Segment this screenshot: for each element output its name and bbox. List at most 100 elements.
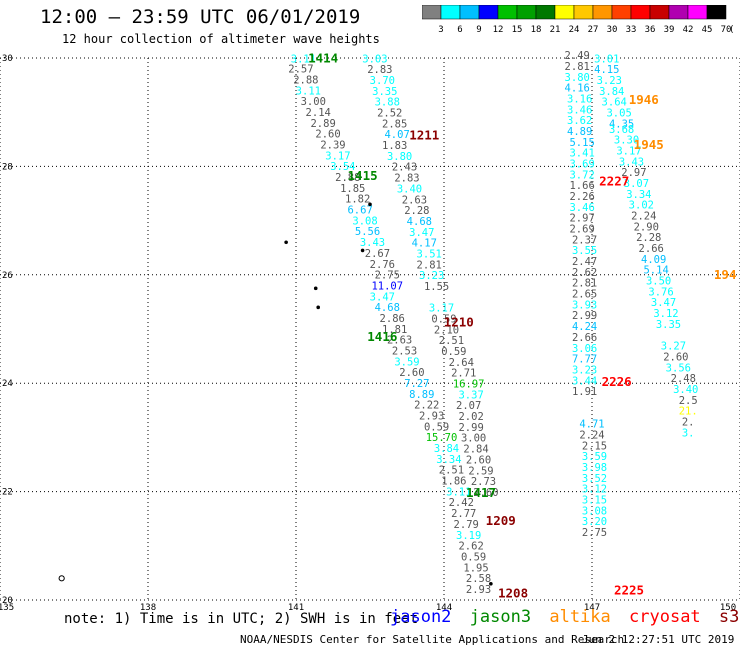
- footer-credit: NOAA/NESDIS Center for Satellite Applica…: [240, 633, 625, 646]
- pass-time-label: 2225: [614, 583, 644, 598]
- wave-height-point: 2.24: [579, 429, 604, 441]
- page-title: 12:00 — 23:59 UTC 06/01/2019: [40, 6, 361, 28]
- page-subtitle: 12 hour collection of altimeter wave hei…: [62, 32, 380, 46]
- wave-height-point: 2.75: [375, 270, 400, 282]
- colorbar-label: 3: [438, 25, 443, 35]
- wave-height-point: 3.46: [569, 202, 594, 214]
- wave-height-point: 3.40: [673, 384, 698, 396]
- wave-height-point: 4.71: [579, 419, 604, 431]
- wave-height-point: 3.50: [646, 276, 671, 288]
- wave-height-point: 3.34: [436, 454, 461, 466]
- wave-height-point: 3.98: [582, 462, 607, 474]
- colorbar-label: 39: [664, 25, 675, 35]
- wave-height-point: 2.88: [293, 74, 318, 86]
- pass-time-label: 2227: [599, 173, 629, 188]
- wave-height-point: 3.17: [325, 150, 350, 162]
- wave-height-point: 2.43: [392, 162, 417, 174]
- pass-time-label: 1208: [498, 585, 528, 600]
- wave-height-point: 3.64: [602, 97, 627, 109]
- colorbar-label: 70: [721, 25, 732, 35]
- lat-tick-label: 20: [2, 596, 13, 606]
- wave-height-point: 3.41: [569, 148, 594, 160]
- wave-height-point: 4.07: [384, 129, 409, 141]
- pass-time-label: 194: [714, 267, 737, 282]
- wave-height-point: 6.67: [347, 205, 372, 217]
- wave-height-point: 2.76: [370, 259, 395, 271]
- wave-height-point: 2.28: [636, 232, 661, 244]
- wave-height-point: 2.22: [414, 400, 439, 412]
- wave-height-point: 1.86: [441, 476, 466, 488]
- wave-height-point: 2.53: [392, 345, 417, 357]
- island-markers: [58, 202, 493, 586]
- island-marker: [368, 202, 372, 207]
- wave-height-point: 3.47: [651, 297, 676, 309]
- wave-height-point: 11.07: [371, 280, 403, 292]
- wave-height-point: 2.24: [631, 211, 656, 223]
- colorbar-swatch: [706, 5, 727, 20]
- colorbar-label: 36: [645, 25, 656, 35]
- wave-height-point: 0.59: [461, 551, 486, 563]
- wave-height-point: 4.89: [567, 126, 592, 138]
- wave-height-point: 2.63: [387, 335, 412, 347]
- wave-height-point: 2.60: [315, 129, 340, 141]
- wave-height-point: 2.49: [565, 50, 590, 62]
- colorbar-label: 27: [588, 25, 599, 35]
- wave-height-point: 3.68: [609, 124, 634, 136]
- wave-height-point: 1.66: [569, 180, 594, 192]
- wave-height-point: 0.59: [424, 421, 449, 433]
- wave-height-point: 2.89: [310, 118, 335, 130]
- pass-time-label: 1210: [444, 314, 474, 329]
- wave-height-point: 2.73: [471, 476, 496, 488]
- colorbar-label: 21: [550, 25, 561, 35]
- wave-height-point: 3.52: [582, 473, 607, 485]
- wave-height-point: 3.05: [606, 108, 631, 120]
- wave-height-point: 2.67: [365, 248, 390, 260]
- wave-height-point: 1.82: [345, 194, 370, 206]
- wave-height-point: 3.17: [429, 303, 454, 315]
- wave-height-point: 2.42: [449, 497, 474, 509]
- wave-height-point: 3.23: [597, 75, 622, 87]
- wave-height-point: 2.97: [569, 213, 594, 225]
- wave-height-point: 3.23: [419, 270, 444, 282]
- wave-height-point: 3.88: [375, 97, 400, 109]
- wave-height-point: 3.19: [456, 530, 481, 542]
- wave-height-point: 3.11: [446, 486, 471, 498]
- wave-height-point: 3.54: [330, 161, 355, 173]
- wave-height-point: 2.77: [451, 508, 476, 520]
- wave-height-point: 3.93: [572, 299, 597, 311]
- wave-height-point: 3.80: [387, 151, 412, 163]
- wave-height-point: 2.60: [663, 351, 688, 363]
- wave-height-point: 1.85: [340, 183, 365, 195]
- wave-height-point: 3.47: [409, 227, 434, 239]
- wave-height-point: 2.64: [449, 357, 474, 369]
- wave-height-point: 2.07: [456, 400, 481, 412]
- wave-height-point: 2.59: [468, 465, 493, 477]
- island-marker: [313, 286, 318, 291]
- wave-height-point: 4.09: [641, 254, 666, 266]
- wave-height-point: 3.62: [567, 115, 592, 127]
- wave-height-point: 2.81: [565, 61, 590, 73]
- pass-time-label: 1415: [348, 168, 378, 183]
- wave-height-point: 3.01: [594, 53, 619, 65]
- wave-height-point: 3.15: [582, 495, 607, 507]
- lon-tick-label: 150: [720, 603, 736, 613]
- wave-height-point: 21.: [679, 406, 698, 418]
- wave-height-point: 3.70: [370, 75, 395, 87]
- pass-time-label: 1209: [486, 513, 516, 528]
- wave-height-point: 0.59: [431, 313, 456, 325]
- wave-height-point: 2.88: [335, 172, 360, 184]
- wave-height-point: 3.43: [360, 237, 385, 249]
- wave-height-point: 3.56: [666, 362, 691, 374]
- wave-height-point: 3.12: [582, 484, 607, 496]
- colorbar-label: 33: [626, 25, 637, 35]
- wave-height-point: 2.14: [306, 107, 331, 119]
- colorbar-label: 12: [493, 25, 504, 35]
- legend-cryosat: cryosat: [629, 607, 701, 627]
- wave-height-point: 5.14: [643, 265, 668, 277]
- island-marker: [316, 305, 321, 310]
- wave-height-point: 2.86: [380, 313, 405, 325]
- wave-height-point: 3.: [682, 427, 695, 439]
- wave-height-point: 2.63: [402, 194, 427, 206]
- wave-height-point: 2.93: [466, 584, 491, 596]
